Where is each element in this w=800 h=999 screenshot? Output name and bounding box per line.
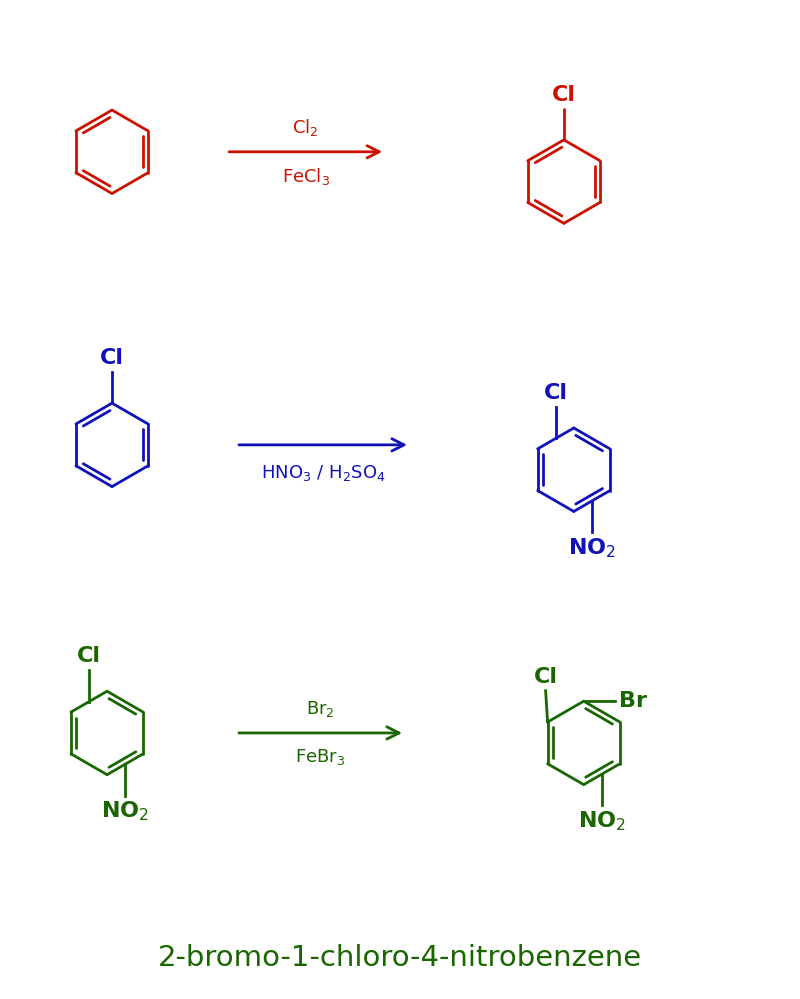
- Text: Br$_2$: Br$_2$: [306, 699, 335, 719]
- Text: Cl: Cl: [552, 85, 576, 105]
- Text: Cl: Cl: [534, 666, 558, 686]
- Text: Cl: Cl: [77, 646, 101, 666]
- Text: Cl: Cl: [100, 348, 124, 368]
- Text: Br: Br: [619, 691, 647, 711]
- Text: Cl: Cl: [544, 384, 568, 404]
- Text: Cl$_2$: Cl$_2$: [293, 117, 319, 138]
- Text: HNO$_3$ / H$_2$SO$_4$: HNO$_3$ / H$_2$SO$_4$: [261, 463, 386, 483]
- Text: NO$_2$: NO$_2$: [578, 809, 626, 833]
- Text: FeBr$_3$: FeBr$_3$: [295, 747, 346, 767]
- Text: NO$_2$: NO$_2$: [101, 799, 149, 823]
- Text: 2-bromo-1-chloro-4-nitrobenzene: 2-bromo-1-chloro-4-nitrobenzene: [158, 944, 642, 972]
- Text: FeCl$_3$: FeCl$_3$: [282, 166, 330, 187]
- Text: NO$_2$: NO$_2$: [568, 536, 616, 559]
